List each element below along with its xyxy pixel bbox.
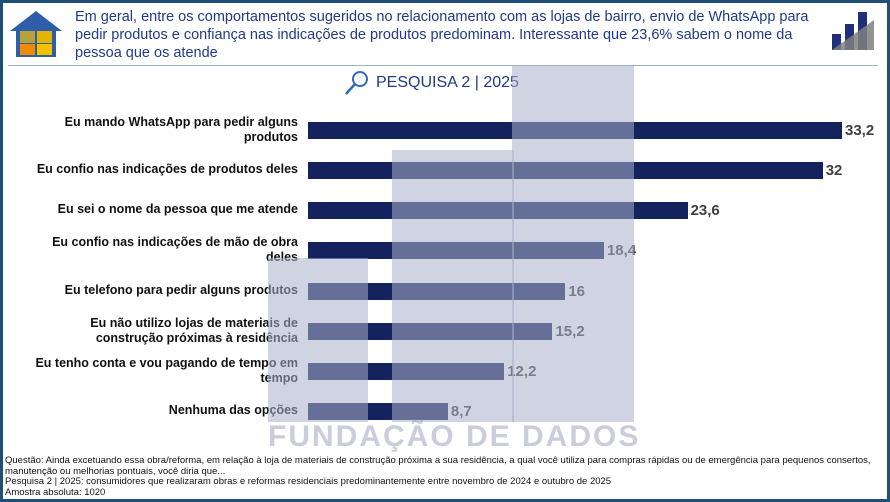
bar <box>308 403 448 420</box>
value-label: 23,6 <box>690 202 720 219</box>
header-text: Em geral, entre os comportamentos sugeri… <box>75 9 809 61</box>
header-divider <box>8 65 878 66</box>
footer-question: Questão: Ainda excetuando essa obra/refo… <box>5 455 871 477</box>
category-label: Eu confio nas indicações de mão de obra … <box>52 235 298 264</box>
bar <box>308 202 688 219</box>
bar <box>308 242 604 259</box>
category-label: Eu não utilizo lojas de materiais de con… <box>90 316 298 345</box>
category-label: Eu mando WhatsApp para pedir alguns prod… <box>64 115 298 144</box>
footer-survey: Pesquisa 2 | 2025: consumidores que real… <box>5 476 612 487</box>
value-label: 16 <box>568 283 586 300</box>
category-label: Eu tenho conta e vou pagando de tempo em… <box>35 356 298 385</box>
bar <box>308 122 842 139</box>
category-label: Eu sei o nome da pessoa que me atende <box>57 202 298 216</box>
value-label: 8,7 <box>450 403 472 420</box>
bar <box>308 323 553 340</box>
magnifier-icon <box>345 71 368 95</box>
survey-title: PESQUISA 2 | 2025 <box>344 70 519 96</box>
category-label: Eu telefono para pedir alguns produtos <box>64 283 298 297</box>
category-label: Eu confio nas indicações de produtos del… <box>36 162 298 176</box>
fundacao-de-dados-logo <box>832 12 874 50</box>
bar <box>308 363 505 380</box>
footer-sample: Amostra absoluta: 1020 <box>5 486 106 498</box>
value-label: 12,2 <box>507 363 537 380</box>
bar <box>308 283 566 300</box>
value-label: 15,2 <box>555 323 585 340</box>
bar <box>308 162 823 179</box>
house-icon <box>10 11 62 57</box>
value-label: 18,4 <box>606 242 637 259</box>
footer-notes: Questão: Ainda excetuando essa obra/refo… <box>5 455 875 498</box>
category-label: Nenhuma das opções <box>168 403 298 417</box>
value-label: 33,2 <box>845 122 875 139</box>
survey-label: PESQUISA 2 | 2025 <box>376 74 519 91</box>
value-label: 32 <box>825 162 843 179</box>
watermark-text: FUNDAÇÃO DE DADOS <box>268 420 641 453</box>
